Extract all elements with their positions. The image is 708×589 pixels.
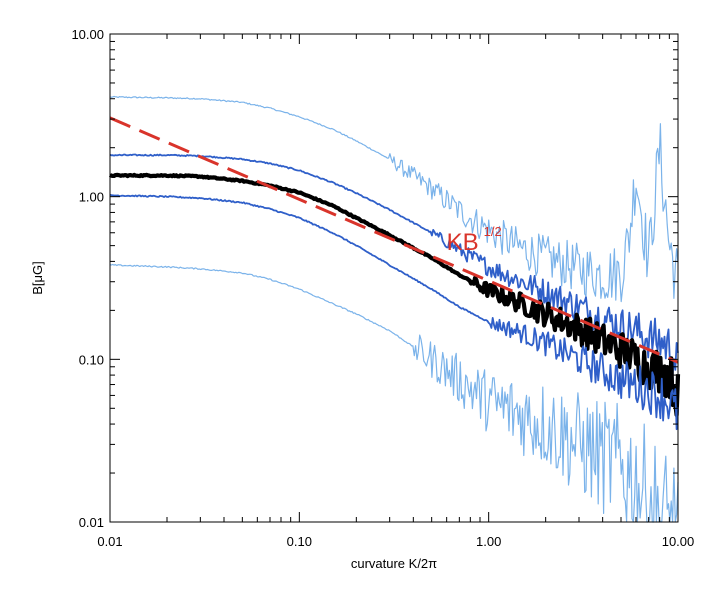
x-tick-label: 1.00 bbox=[476, 534, 501, 549]
fit-line bbox=[109, 116, 679, 364]
series-inner-lower bbox=[109, 193, 679, 431]
y-tick-label: 0.01 bbox=[79, 515, 104, 530]
annotation-kb: KB bbox=[447, 229, 479, 256]
y-axis-title: B[μG] bbox=[30, 261, 45, 295]
x-tick-label: 0.10 bbox=[287, 534, 312, 549]
y-tick-label: 10.00 bbox=[71, 27, 104, 42]
series-outer-lower bbox=[109, 263, 679, 523]
fit-line-group bbox=[109, 116, 679, 364]
series-group bbox=[108, 95, 681, 523]
plot-frame bbox=[109, 33, 679, 523]
y-tick-label: 0.10 bbox=[79, 352, 104, 367]
series-outer-upper bbox=[109, 95, 679, 303]
axes: 0.01 0.10 1.00 10.00 0.01 0.10 1.00 10.00 bbox=[71, 27, 694, 549]
x-axis-title: curvature K/2π bbox=[351, 556, 437, 571]
x-tick-label: 0.01 bbox=[97, 534, 122, 549]
series-inner-upper bbox=[109, 153, 679, 377]
x-tick-label: 10.00 bbox=[662, 534, 695, 549]
y-tick-label: 1.00 bbox=[79, 190, 104, 205]
series-median bbox=[108, 172, 681, 418]
annotation-exponent: 1/2 bbox=[484, 224, 502, 239]
